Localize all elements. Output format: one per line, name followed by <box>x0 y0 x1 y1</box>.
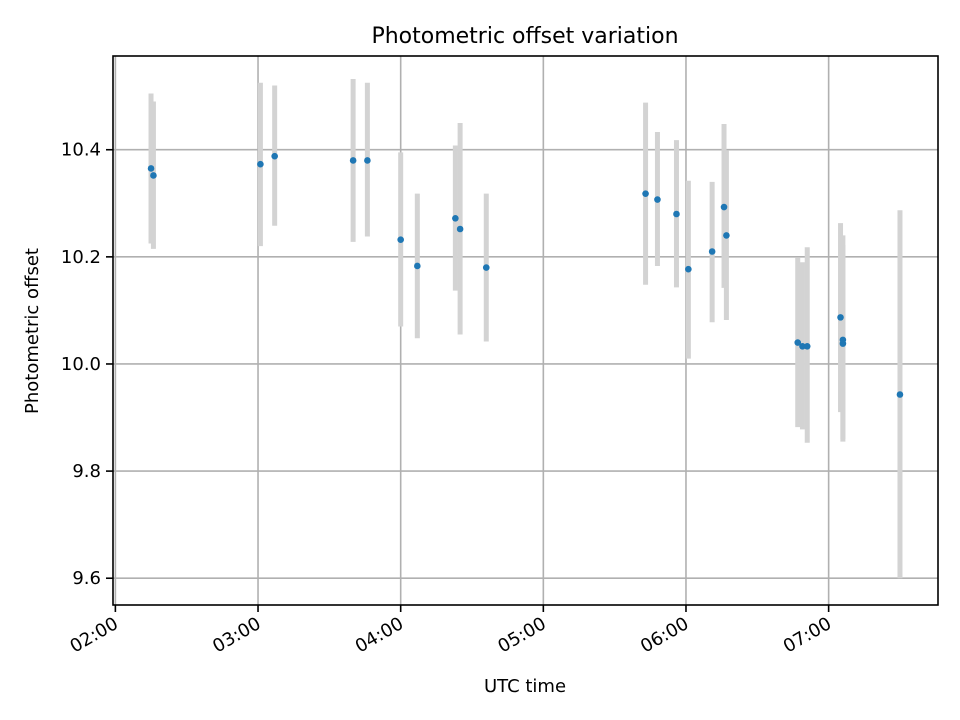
data-point <box>349 157 357 164</box>
y-tick-label: 9.8 <box>72 461 101 482</box>
grid-layer <box>113 56 938 605</box>
data-point <box>271 152 278 160</box>
data-point <box>414 262 421 270</box>
y-tick-label: 10.0 <box>61 354 101 375</box>
data-point <box>364 157 371 164</box>
chart-title: Photometric offset variation <box>371 24 678 49</box>
plot-frame <box>112 55 939 606</box>
y-tick-label: 10.2 <box>61 247 101 268</box>
tick-layer: 02:00 03:00 04:00 05:00 06:00 07:00 9.6 9.8 10.0… <box>61 140 835 658</box>
data-point <box>673 210 680 218</box>
y-axis-label: Photometric offset <box>22 248 43 414</box>
data-point <box>150 172 157 179</box>
data-point <box>708 248 716 255</box>
data-point <box>720 203 728 211</box>
data-point <box>456 225 464 233</box>
x-tick-label: 03:00 <box>209 613 264 657</box>
marker-layer <box>147 152 904 398</box>
y-tick-label: 9.6 <box>72 568 101 589</box>
data-point <box>803 343 811 350</box>
data-point <box>685 265 692 273</box>
data-point <box>837 314 844 321</box>
errorbar-layer <box>148 79 903 579</box>
data-point <box>397 236 404 244</box>
data-point <box>839 340 847 347</box>
data-point <box>654 196 661 203</box>
data-point <box>799 343 806 350</box>
data-point <box>896 391 904 398</box>
x-tick-label: 06:00 <box>637 613 692 657</box>
x-tick-label: 07:00 <box>780 613 835 657</box>
x-tick-label: 02:00 <box>66 613 121 657</box>
x-tick-label: 04:00 <box>352 613 407 657</box>
x-axis-label: UTC time <box>484 676 566 697</box>
data-point <box>642 190 649 197</box>
data-point <box>452 214 459 222</box>
data-point <box>147 165 155 172</box>
data-point <box>723 232 730 239</box>
data-point <box>482 264 490 271</box>
y-tick-label: 10.4 <box>61 140 101 161</box>
data-point <box>794 339 802 346</box>
data-point <box>257 160 264 168</box>
x-tick-label: 05:00 <box>494 613 549 657</box>
